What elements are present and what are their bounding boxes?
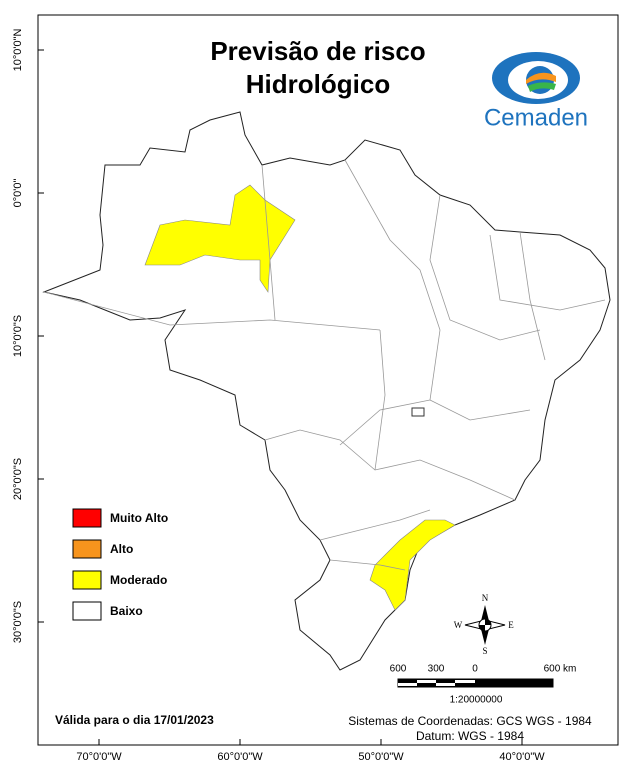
coordinate-system: Sistemas de Coordenadas: GCS WGS - 1984 [348,714,592,728]
compass-letter: W [454,620,463,630]
scale-ratio: 1:20000000 [450,695,503,706]
scale-labels: 600 300 0 600 km [390,664,577,675]
scale-bar [397,678,554,688]
longitude-label: 60°0'0"W [217,751,263,763]
compass-rose [464,605,506,645]
latitude-label: 30°0'0"S [12,601,24,643]
longitude-label: 40°0'0"W [499,751,545,763]
latitude-label: 0°0'0" [12,179,24,208]
latitude-label: 10°0'0"N [12,29,24,72]
logo-mark [492,52,580,104]
legend-label: Muito Alto [110,511,168,525]
legend-label: Baixo [110,604,143,618]
title-line: Previsão de risco [210,36,425,66]
state-borders [43,159,606,571]
datum: Datum: WGS - 1984 [416,729,524,743]
legend-swatch [72,539,102,559]
legend-label: Alto [110,542,133,556]
longitude-label: 50°0'0"W [358,751,404,763]
latitude-label: 20°0'0"S [12,458,24,500]
longitude-label: 70°0'0"W [76,751,122,763]
title-line: Hidrológico [246,69,390,99]
compass-letter: N [482,593,489,603]
scale-label: 0 [472,664,478,675]
scale-label: 600 [390,664,407,675]
compass-letter: E [508,620,514,630]
scale-label: 300 [428,664,445,675]
legend-label: Moderado [110,573,167,587]
legend-swatch [72,601,102,621]
validity-date: Válida para o dia 17/01/2023 [55,713,214,727]
risk-area-south [369,519,456,611]
risk-area-north [144,184,296,293]
legend: Muito Alto Alto Moderado Baixo [72,508,168,621]
logo-text: Cemaden [484,104,588,131]
legend-swatch [72,508,102,528]
graticule: 10°0'0"N 0°0'0" 10°0'0"S 20°0'0"S 30°0'0"S 70… [12,29,545,763]
scale-label: 600 km [544,664,577,675]
latitude-label: 10°0'0"S [12,315,24,357]
legend-swatch [72,570,102,590]
compass-letter: S [482,646,487,656]
